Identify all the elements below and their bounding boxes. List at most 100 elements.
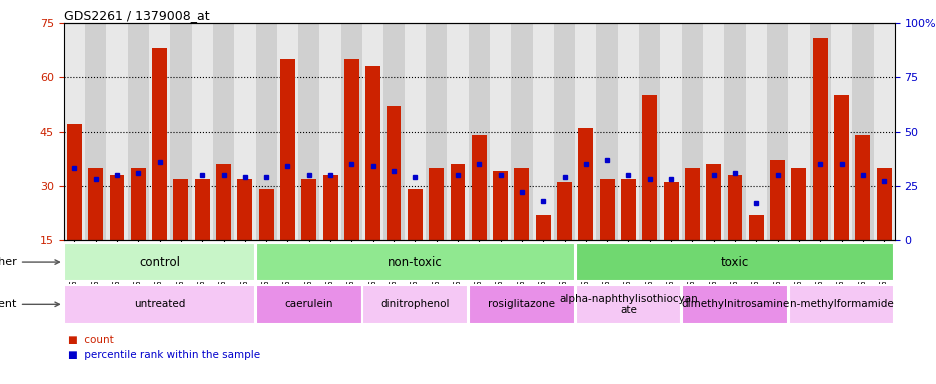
Bar <box>319 23 341 240</box>
Bar <box>578 128 592 294</box>
Bar <box>769 161 784 294</box>
Bar <box>110 175 124 294</box>
Bar <box>450 164 465 294</box>
Bar <box>830 23 852 240</box>
Bar <box>280 59 295 294</box>
Bar <box>553 23 575 240</box>
Bar <box>767 23 787 240</box>
Bar <box>490 23 511 240</box>
Bar <box>748 215 763 294</box>
Text: dinitrophenol: dinitrophenol <box>380 299 449 310</box>
Text: other: other <box>0 257 59 267</box>
Bar <box>872 23 894 240</box>
Bar <box>362 285 468 324</box>
Bar <box>599 179 614 294</box>
Bar <box>702 23 724 240</box>
Bar <box>468 23 490 240</box>
Bar <box>511 23 532 240</box>
Bar <box>852 23 872 240</box>
Text: dimethylnitrosamine: dimethylnitrosamine <box>680 299 788 310</box>
Text: control: control <box>139 256 180 268</box>
Bar <box>429 168 444 294</box>
Text: agent: agent <box>0 299 59 310</box>
Text: non-toxic: non-toxic <box>388 256 442 268</box>
Bar <box>726 175 741 294</box>
Bar <box>404 23 426 240</box>
Bar <box>383 23 404 240</box>
Bar <box>173 179 188 294</box>
Bar <box>256 23 276 240</box>
Text: caerulein: caerulein <box>285 299 332 310</box>
Text: n-methylformamide: n-methylformamide <box>789 299 893 310</box>
Bar <box>64 285 255 324</box>
Text: untreated: untreated <box>134 299 185 310</box>
Bar <box>706 164 721 294</box>
Bar <box>532 23 553 240</box>
Bar <box>234 23 256 240</box>
Text: GDS2261 / 1379008_at: GDS2261 / 1379008_at <box>64 9 209 22</box>
Bar <box>256 285 361 324</box>
Bar <box>617 23 638 240</box>
Bar <box>446 23 468 240</box>
Bar <box>426 23 446 240</box>
Text: alpha-naphthylisothiocyan
ate: alpha-naphthylisothiocyan ate <box>559 293 697 315</box>
Bar <box>106 23 127 240</box>
Bar <box>812 38 826 294</box>
Bar <box>298 23 319 240</box>
Text: ■  percentile rank within the sample: ■ percentile rank within the sample <box>68 350 260 360</box>
Bar <box>472 135 486 294</box>
Bar <box>791 168 806 294</box>
Bar <box>638 23 660 240</box>
Bar <box>149 23 170 240</box>
Bar <box>575 285 680 324</box>
Bar <box>361 23 383 240</box>
Bar <box>684 168 699 294</box>
Bar <box>575 243 894 281</box>
Bar <box>301 179 316 294</box>
Bar <box>514 168 529 294</box>
Bar <box>621 179 636 294</box>
Bar <box>127 23 149 240</box>
Bar <box>216 164 231 294</box>
Bar <box>212 23 234 240</box>
Bar <box>170 23 191 240</box>
Bar <box>322 175 337 294</box>
Bar <box>66 124 81 294</box>
Bar <box>535 215 550 294</box>
Bar <box>681 285 787 324</box>
Bar <box>641 95 656 294</box>
Bar <box>276 23 298 240</box>
Bar <box>469 285 574 324</box>
Bar <box>787 23 809 240</box>
Bar <box>724 23 745 240</box>
Bar <box>876 168 891 294</box>
Bar <box>681 23 702 240</box>
Bar <box>152 48 167 294</box>
Text: toxic: toxic <box>720 256 748 268</box>
Text: rosiglitazone: rosiglitazone <box>488 299 555 310</box>
Bar <box>596 23 617 240</box>
Bar <box>341 23 361 240</box>
Bar <box>387 106 401 294</box>
Bar <box>407 189 422 294</box>
Text: ■  count: ■ count <box>68 335 114 345</box>
Bar <box>788 285 894 324</box>
Bar <box>191 23 212 240</box>
Bar <box>492 171 507 294</box>
Bar <box>258 189 273 294</box>
Bar <box>660 23 681 240</box>
Bar <box>64 23 85 240</box>
Bar <box>195 179 210 294</box>
Bar <box>85 23 106 240</box>
Bar <box>663 182 678 294</box>
Bar <box>131 168 146 294</box>
Bar <box>745 23 767 240</box>
Bar <box>833 95 848 294</box>
Bar <box>809 23 830 240</box>
Bar <box>256 243 574 281</box>
Bar <box>237 179 252 294</box>
Bar <box>855 135 870 294</box>
Bar <box>557 182 571 294</box>
Bar <box>64 243 255 281</box>
Bar <box>575 23 596 240</box>
